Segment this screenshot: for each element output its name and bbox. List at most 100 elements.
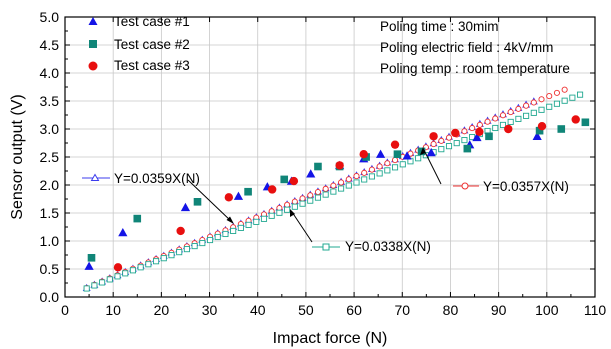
data-point — [359, 150, 368, 159]
data-point — [402, 151, 412, 160]
fit-marker — [276, 209, 283, 216]
fit-marker — [453, 140, 460, 147]
fit-marker — [553, 89, 560, 96]
fit-marker — [307, 197, 314, 204]
x-tick-label: 70 — [394, 302, 410, 318]
fit-marker — [438, 146, 445, 153]
data-point — [571, 115, 580, 124]
fit-marker — [191, 243, 198, 250]
data-point — [475, 127, 484, 136]
data-point — [335, 161, 344, 170]
data-point — [426, 147, 436, 157]
x-axis-title: Impact force (N) — [273, 330, 388, 347]
fit-marker — [515, 115, 522, 122]
fit-marker — [515, 105, 522, 112]
data-point — [280, 175, 289, 184]
fit-marker — [561, 86, 568, 93]
data-points — [84, 115, 590, 272]
y-tick-label: 2.5 — [40, 149, 60, 165]
fit-marker — [384, 167, 391, 174]
fit-marker — [546, 103, 553, 110]
fit-marker — [214, 233, 221, 241]
fit-marker — [415, 155, 422, 162]
data-point — [306, 169, 316, 178]
fit-marker — [523, 112, 530, 119]
data-point — [244, 187, 252, 196]
fit-marker — [230, 227, 237, 234]
y-tick-label: 1.0 — [40, 233, 60, 249]
fit-marker — [445, 143, 453, 150]
fit-marker — [176, 249, 183, 256]
fit-marker — [245, 221, 252, 228]
fit-marker — [523, 102, 530, 109]
x-tick-label: 20 — [154, 302, 170, 318]
fit-marker — [160, 255, 167, 262]
x-tick-label: 0 — [61, 302, 69, 318]
fit-label-0357-text: Y=0.0357X(N) — [483, 179, 569, 194]
fit-marker — [314, 194, 322, 201]
y-tick-label: 3.5 — [40, 93, 60, 109]
annotation-poling-temp: Poling temp : room temperature — [380, 61, 570, 76]
fit-marker — [538, 106, 545, 113]
fit-marker — [577, 91, 584, 98]
x-tick-label: 60 — [346, 302, 362, 318]
fit-marker — [168, 252, 175, 259]
fit-marker — [307, 192, 314, 199]
data-point — [118, 228, 128, 237]
annotation-poling-time: Poling time : 30mim — [380, 19, 499, 34]
data-point — [375, 149, 386, 158]
fit-marker — [438, 137, 445, 144]
fit-marker — [284, 206, 291, 213]
data-point — [224, 193, 234, 202]
fit-label-0338-arrow — [291, 211, 313, 243]
fit-marker — [330, 188, 337, 195]
data-point — [504, 124, 513, 134]
fit-marker — [368, 173, 375, 180]
legend-marker-test-case-2 — [89, 40, 97, 48]
fit-marker — [330, 182, 337, 189]
grid — [65, 17, 595, 297]
y-tick-label: 5.0 — [40, 9, 60, 25]
fit-label-0359: Y=0.0359X(N) — [82, 171, 234, 224]
fit-label-0357-marker — [461, 182, 469, 190]
data-point — [233, 191, 244, 200]
fit-marker — [507, 118, 514, 125]
fit-marker — [237, 224, 244, 231]
fit-label-0357-arrow — [423, 149, 442, 185]
fit-marker — [206, 236, 214, 244]
fit-label-0359-text: Y=0.0359X(N) — [114, 171, 200, 186]
fit-marker — [322, 185, 329, 192]
fit-label-0359-arrow — [187, 179, 233, 223]
data-point — [176, 226, 185, 236]
fit-marker — [199, 240, 206, 247]
fit-marker — [153, 258, 160, 265]
fit-marker — [445, 134, 453, 141]
data-point — [314, 162, 322, 171]
data-point — [463, 144, 472, 153]
fit-marker — [284, 201, 291, 208]
fit-marker — [145, 261, 152, 268]
y-tick-label: 1.5 — [40, 205, 60, 221]
x-tick-label: 80 — [443, 302, 459, 318]
fit-marker — [345, 176, 352, 183]
data-point — [472, 132, 482, 142]
legend-marker-test-case-1 — [88, 17, 98, 25]
fit-marker — [530, 99, 537, 106]
y-tick-label: 4.0 — [40, 65, 60, 81]
fit-marker — [129, 267, 136, 274]
fit-label-0338-marker — [322, 243, 330, 251]
data-point — [429, 132, 438, 141]
fit-marker — [137, 264, 144, 271]
x-tick-label: 50 — [298, 302, 314, 318]
legend: Test case #1 Test case #2 Test case #3 — [88, 14, 190, 73]
fit-marker — [492, 115, 499, 122]
y-tick-label: 0.0 — [40, 289, 60, 305]
fit-marker — [430, 141, 437, 148]
fit-marker — [83, 285, 90, 292]
data-point — [393, 150, 402, 158]
data-point — [267, 185, 277, 194]
fit-marker — [345, 182, 352, 189]
fit-label-0357-arrowhead — [420, 147, 426, 155]
y-tick-label: 2.0 — [40, 177, 60, 193]
